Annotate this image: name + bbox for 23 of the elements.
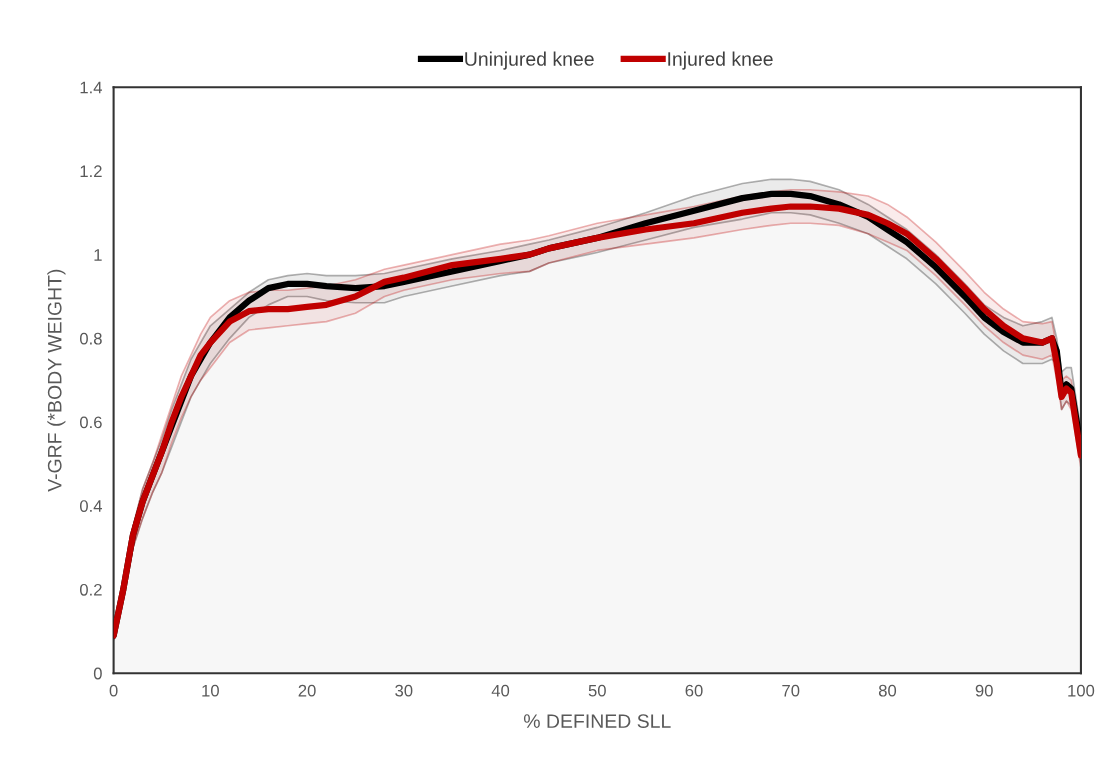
y-tick-label: 0.8: [79, 332, 102, 345]
x-tick-label: 70: [782, 684, 800, 697]
x-tick-label: 30: [395, 684, 413, 697]
x-axis-title: % DEFINED SLL: [523, 714, 671, 729]
y-axis-title: V-GRF (*BODY WEIGHT): [47, 269, 66, 492]
y-tick-label: 0.6: [79, 416, 102, 429]
y-tick-label: 1.2: [80, 165, 102, 177]
y-tick-label: 1: [94, 249, 102, 261]
legend-label: Injured knee: [668, 51, 773, 70]
x-tick-label: 100: [1068, 684, 1095, 697]
y-tick-label: 1.4: [80, 81, 103, 94]
x-tick-label: 20: [298, 684, 316, 697]
x-tick-label: 80: [878, 684, 897, 697]
x-tick-label: 10: [202, 684, 219, 697]
y-tick-label: 0.4: [79, 500, 103, 512]
x-tick-label: 90: [975, 684, 993, 697]
y-tick-label: 0: [93, 667, 102, 680]
legend-label: Uninjured knee: [465, 51, 594, 70]
x-tick-label: 50: [588, 684, 606, 697]
y-tick-label: 0.2: [79, 583, 102, 596]
x-tick-label: 60: [685, 684, 703, 697]
x-tick-label: 0: [109, 684, 118, 697]
x-tick-label: 40: [491, 684, 510, 697]
